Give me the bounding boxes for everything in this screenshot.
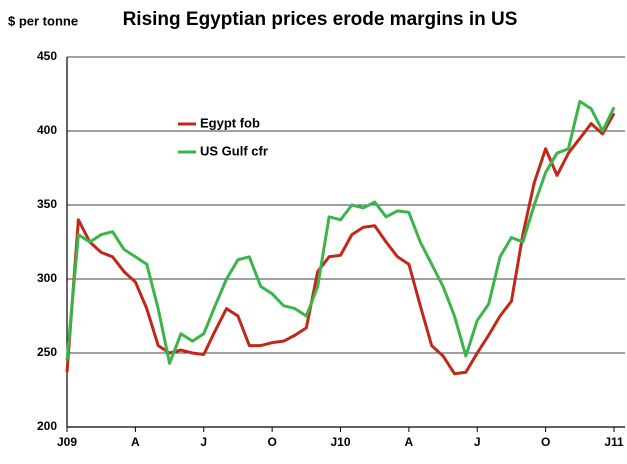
y-tick-label: 200 bbox=[37, 419, 57, 433]
y-tick-label: 300 bbox=[37, 271, 57, 285]
chart-title: Rising Egyptian prices erode margins in … bbox=[123, 9, 518, 30]
y-tick-label: 400 bbox=[37, 123, 57, 137]
y-tick-label: 450 bbox=[37, 49, 57, 63]
x-tick-label: J10 bbox=[330, 435, 350, 449]
series-line bbox=[65, 99, 616, 365]
x-tick-label: O bbox=[541, 435, 550, 449]
x-tick-label: J11 bbox=[604, 435, 624, 449]
x-tick-label: J bbox=[474, 435, 481, 449]
x-tick-label: O bbox=[267, 435, 276, 449]
series-line bbox=[65, 112, 616, 376]
x-tick-label: J bbox=[200, 435, 207, 449]
legend-label: US Gulf cfr bbox=[200, 143, 268, 158]
x-tick-label: A bbox=[405, 435, 414, 449]
y-axis-label: $ per tonne bbox=[8, 13, 78, 28]
x-tick-label: A bbox=[131, 435, 140, 449]
y-tick-label: 250 bbox=[37, 345, 57, 359]
y-tick-label: 350 bbox=[37, 197, 57, 211]
legend-label: Egypt fob bbox=[200, 115, 260, 130]
x-tick-label: J09 bbox=[57, 435, 77, 449]
